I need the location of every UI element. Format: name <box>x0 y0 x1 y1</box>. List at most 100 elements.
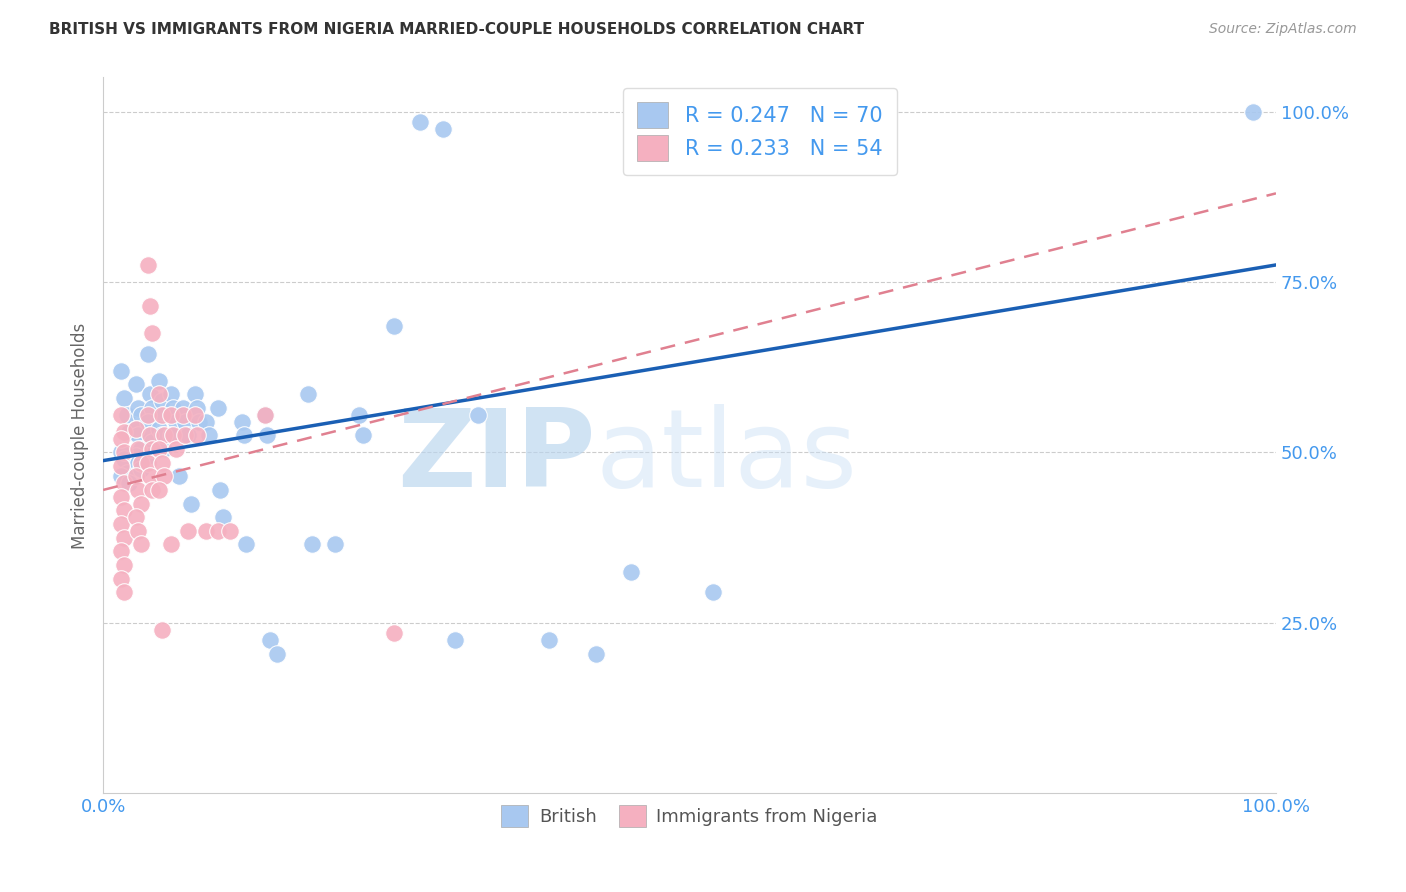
Point <box>467 408 489 422</box>
Point <box>259 632 281 647</box>
Point <box>432 121 454 136</box>
Point <box>112 558 135 572</box>
Point <box>139 387 162 401</box>
Point <box>136 415 159 429</box>
Point <box>266 647 288 661</box>
Point <box>148 442 170 456</box>
Point <box>115 466 138 480</box>
Point <box>139 428 162 442</box>
Point <box>136 456 159 470</box>
Point <box>186 401 208 416</box>
Point <box>209 483 232 497</box>
Point <box>118 425 141 439</box>
Point <box>1241 104 1264 119</box>
Point <box>160 537 183 551</box>
Point <box>112 425 135 439</box>
Point <box>110 572 132 586</box>
Point <box>382 626 405 640</box>
Point <box>110 516 132 531</box>
Point <box>148 421 170 435</box>
Point <box>129 442 152 456</box>
Point <box>118 476 141 491</box>
Point <box>207 524 229 538</box>
Point <box>112 531 135 545</box>
Point <box>153 469 176 483</box>
Point <box>153 442 176 456</box>
Point <box>150 456 173 470</box>
Point <box>297 387 319 401</box>
Point <box>112 503 135 517</box>
Point <box>218 524 240 538</box>
Point <box>195 524 218 538</box>
Point <box>382 319 405 334</box>
Point <box>162 428 184 442</box>
Point <box>183 408 205 422</box>
Point <box>347 408 370 422</box>
Point <box>127 442 149 456</box>
Point <box>150 623 173 637</box>
Point <box>110 408 132 422</box>
Point <box>153 408 176 422</box>
Point <box>585 647 607 661</box>
Point <box>129 456 152 470</box>
Point <box>141 435 163 450</box>
Point <box>141 442 163 456</box>
Point <box>129 497 152 511</box>
Point <box>136 346 159 360</box>
Point <box>125 469 148 483</box>
Y-axis label: Married-couple Households: Married-couple Households <box>72 322 89 549</box>
Point <box>183 387 205 401</box>
Point <box>127 483 149 497</box>
Point <box>169 469 191 483</box>
Point <box>231 415 253 429</box>
Point <box>110 469 132 483</box>
Point <box>110 432 132 446</box>
Point <box>160 387 183 401</box>
Point <box>141 483 163 497</box>
Point <box>150 408 173 422</box>
Point <box>195 415 218 429</box>
Point <box>186 428 208 442</box>
Point <box>112 391 135 405</box>
Point <box>129 537 152 551</box>
Point <box>153 428 176 442</box>
Point <box>115 408 138 422</box>
Point <box>172 408 194 422</box>
Point <box>325 537 347 551</box>
Point <box>197 428 219 442</box>
Point <box>110 459 132 474</box>
Point <box>127 524 149 538</box>
Point <box>180 497 202 511</box>
Point <box>136 258 159 272</box>
Point <box>110 363 132 377</box>
Text: atlas: atlas <box>596 404 858 510</box>
Point <box>301 537 323 551</box>
Point <box>112 476 135 491</box>
Point <box>353 428 375 442</box>
Legend: British, Immigrants from Nigeria: British, Immigrants from Nigeria <box>494 798 886 834</box>
Point <box>620 565 643 579</box>
Point <box>162 401 184 416</box>
Point <box>160 428 183 442</box>
Point <box>136 449 159 463</box>
Point <box>150 394 173 409</box>
Point <box>141 326 163 340</box>
Point <box>127 456 149 470</box>
Point <box>172 401 194 416</box>
Point <box>174 428 197 442</box>
Point <box>702 585 724 599</box>
Point <box>129 462 152 476</box>
Point <box>141 401 163 416</box>
Point <box>110 544 132 558</box>
Point <box>174 415 197 429</box>
Point <box>148 387 170 401</box>
Point <box>537 632 560 647</box>
Text: Source: ZipAtlas.com: Source: ZipAtlas.com <box>1209 22 1357 37</box>
Point <box>112 585 135 599</box>
Point <box>256 428 278 442</box>
Point <box>253 408 276 422</box>
Point <box>253 408 276 422</box>
Point <box>188 415 211 429</box>
Point <box>232 428 254 442</box>
Text: BRITISH VS IMMIGRANTS FROM NIGERIA MARRIED-COUPLE HOUSEHOLDS CORRELATION CHART: BRITISH VS IMMIGRANTS FROM NIGERIA MARRI… <box>49 22 865 37</box>
